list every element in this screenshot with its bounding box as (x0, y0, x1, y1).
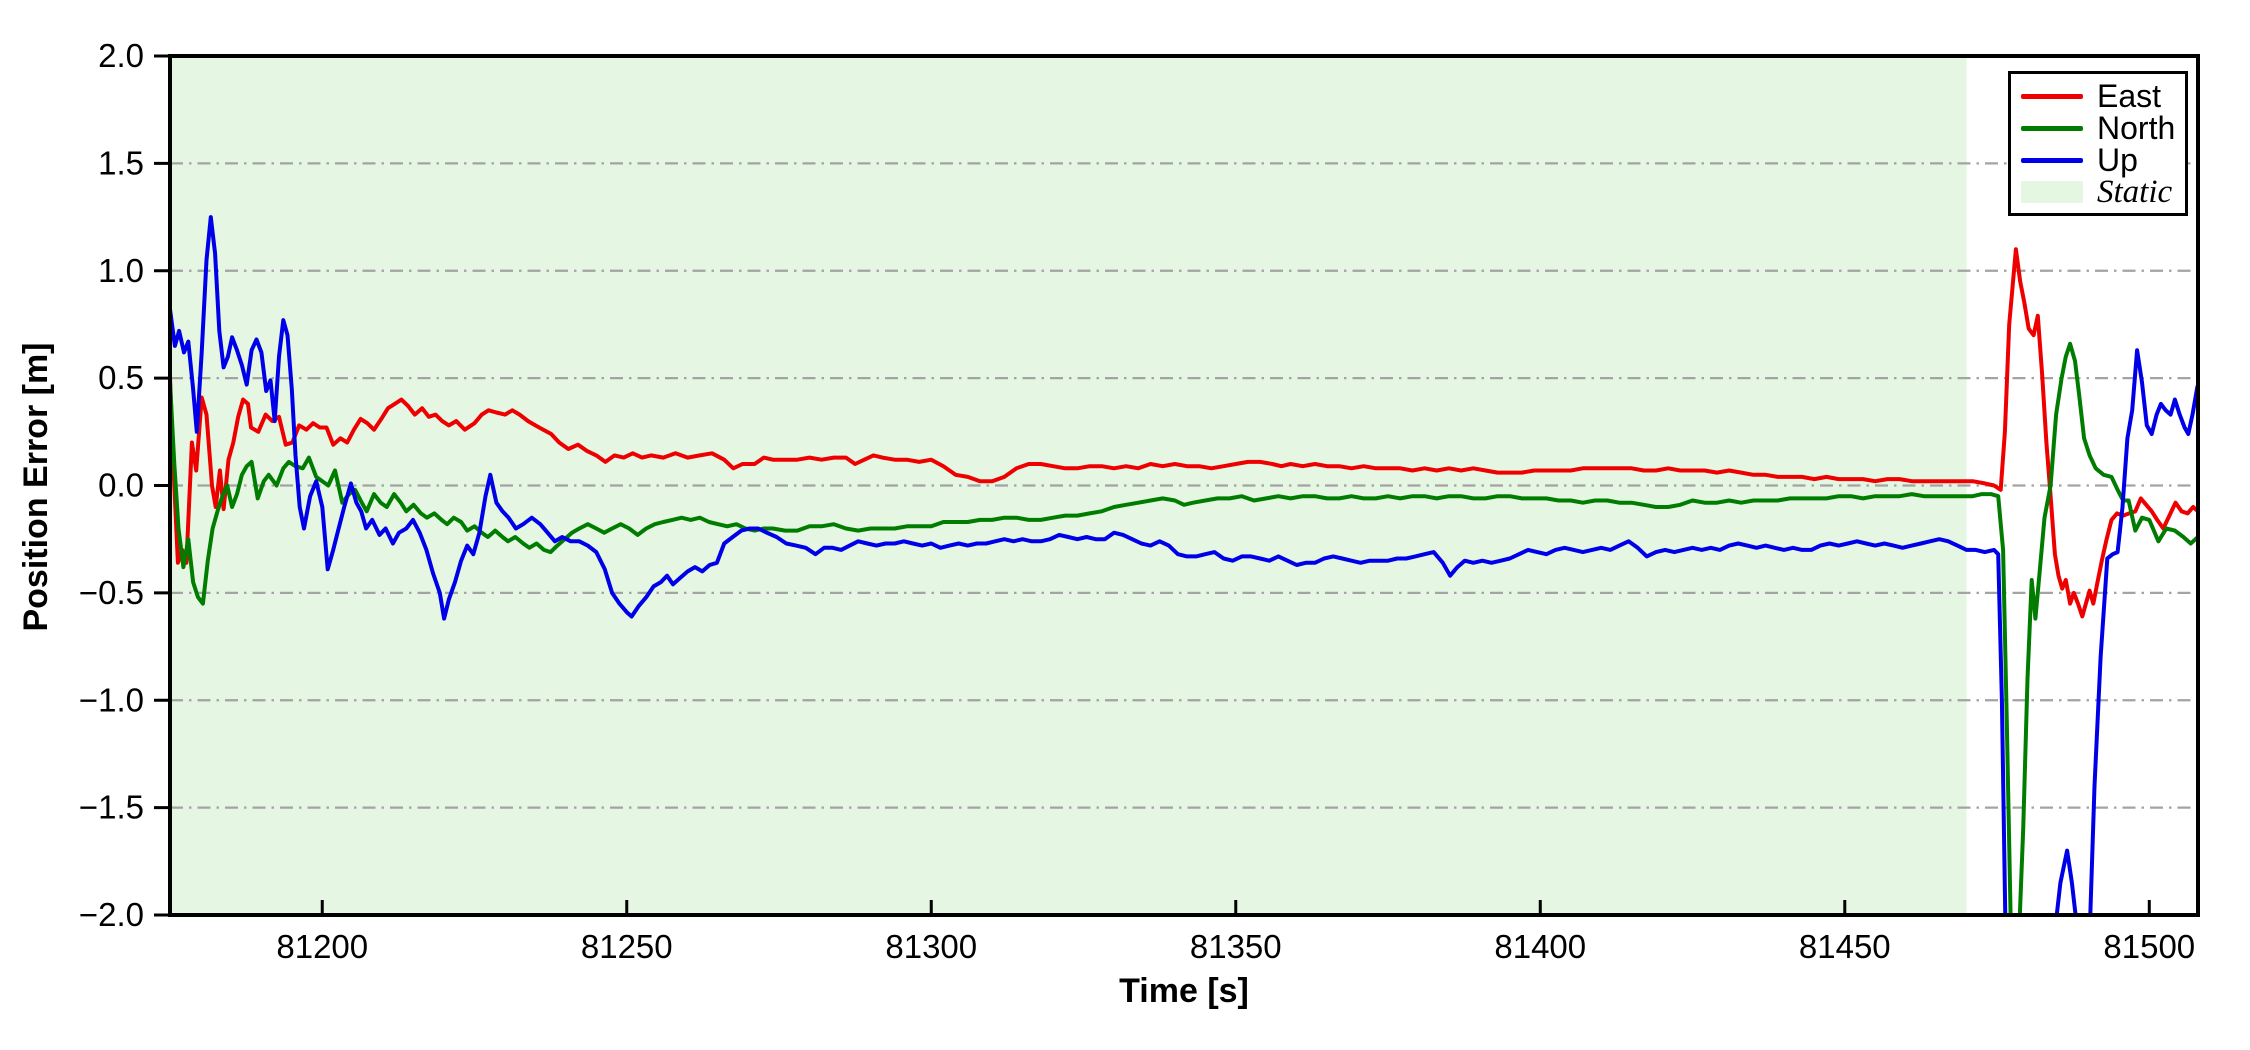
series-north-line (170, 341, 2198, 915)
y-axis-title: Position Error [m] (17, 342, 55, 632)
y-tick-label: 1.0 (98, 252, 144, 289)
legend-label-up: Up (2097, 142, 2138, 178)
legend-item-up: Up (2021, 144, 2185, 176)
y-tick-label: 0.5 (98, 359, 144, 396)
static-region (170, 56, 1967, 915)
up-line-swatch (2021, 157, 2083, 163)
legend-label-static: Static (2097, 173, 2173, 210)
x-axis-title: Time [s] (1119, 972, 1249, 1010)
legend-label-east: East (2097, 78, 2162, 114)
x-tick-label: 81300 (885, 928, 977, 965)
y-tick-label: −1.0 (79, 681, 144, 718)
legend-item-north: North (2021, 112, 2185, 144)
series-up-line (170, 215, 2198, 915)
series-east-line (170, 247, 2198, 619)
legend-item-static: Static (2021, 173, 2185, 210)
y-tick-label: −0.5 (79, 574, 144, 611)
x-tick-label: 81250 (581, 928, 673, 965)
series-group (170, 215, 2198, 915)
north-line-swatch (2021, 125, 2083, 131)
x-tick-label: 81450 (1799, 928, 1891, 965)
static-region-swatch (2021, 181, 2083, 203)
x-tick-label: 81500 (2103, 928, 2195, 965)
y-tick-label: −1.5 (79, 789, 144, 826)
y-tick-label: 1.5 (98, 144, 144, 181)
east-line-swatch (2021, 93, 2083, 99)
x-tick-label: 81350 (1190, 928, 1282, 965)
legend: East North Up Static (2008, 71, 2188, 216)
y-tick-label: 2.0 (98, 37, 144, 74)
legend-item-east: East (2021, 80, 2185, 112)
y-tick-label: 0.0 (98, 467, 144, 504)
x-tick-label: 81400 (1494, 928, 1586, 965)
y-tick-label: −2.0 (79, 896, 144, 933)
legend-label-north: North (2097, 110, 2176, 146)
x-tick-label: 81200 (276, 928, 368, 965)
